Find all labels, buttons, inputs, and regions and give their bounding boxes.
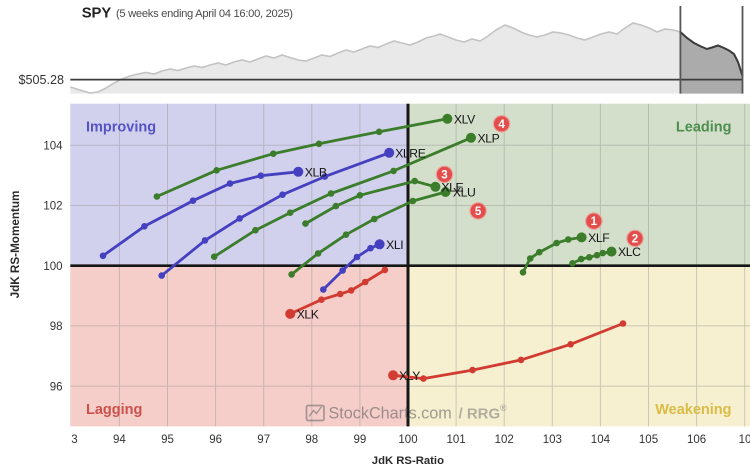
svg-text:Improving: Improving	[86, 120, 156, 136]
svg-text:$505.28: $505.28	[18, 73, 64, 87]
svg-text:104: 104	[43, 141, 63, 153]
svg-text:JdK RS-Ratio: JdK RS-Ratio	[372, 455, 444, 467]
svg-text:XLV: XLV	[454, 112, 476, 126]
svg-text:106: 106	[687, 434, 706, 446]
svg-text:3: 3	[71, 434, 77, 446]
svg-text:96: 96	[209, 434, 222, 446]
svg-text:JdK RS-Momentum: JdK RS-Momentum	[9, 191, 22, 299]
svg-text:94: 94	[113, 434, 126, 446]
svg-text:/ RRG: / RRG	[459, 405, 501, 422]
svg-text:104: 104	[591, 434, 611, 446]
svg-text:XLY: XLY	[399, 369, 420, 383]
svg-text:Weakening: Weakening	[655, 402, 731, 418]
svg-text:98: 98	[305, 434, 318, 446]
svg-text:97: 97	[257, 434, 270, 446]
svg-text:XLK: XLK	[297, 308, 319, 322]
svg-text:100: 100	[43, 261, 62, 273]
svg-text:2: 2	[632, 233, 638, 246]
svg-text:®: ®	[500, 403, 507, 413]
svg-text:101: 101	[447, 434, 466, 446]
svg-text:96: 96	[50, 381, 63, 393]
svg-text:(5 weeks ending April 04 16:00: (5 weeks ending April 04 16:00, 2025)	[116, 8, 293, 20]
svg-text:XLI: XLI	[386, 238, 403, 252]
svg-text:105: 105	[639, 434, 658, 446]
svg-text:XLU: XLU	[453, 185, 476, 199]
svg-text:XLP: XLP	[478, 131, 500, 145]
svg-text:SPY: SPY	[82, 5, 112, 21]
svg-text:XLB: XLB	[305, 165, 327, 179]
svg-text:102: 102	[43, 201, 62, 213]
svg-text:5: 5	[475, 205, 482, 218]
svg-text:95: 95	[161, 434, 174, 446]
svg-text:3: 3	[441, 169, 448, 182]
svg-text:XLRE: XLRE	[395, 146, 426, 160]
svg-text:XLF: XLF	[588, 231, 609, 245]
svg-text:XLE: XLE	[441, 181, 463, 195]
svg-text:98: 98	[50, 321, 63, 333]
svg-text:Leading: Leading	[676, 120, 732, 136]
svg-text:103: 103	[543, 434, 562, 446]
svg-text:XLC: XLC	[618, 245, 641, 259]
svg-text:Lagging: Lagging	[86, 402, 142, 418]
svg-text:107: 107	[739, 434, 750, 446]
svg-text:StockCharts.com: StockCharts.com	[329, 404, 452, 422]
svg-text:99: 99	[354, 434, 367, 446]
svg-text:102: 102	[495, 434, 514, 446]
svg-text:1: 1	[591, 215, 598, 228]
svg-text:4: 4	[498, 118, 505, 131]
svg-text:100: 100	[398, 434, 417, 446]
